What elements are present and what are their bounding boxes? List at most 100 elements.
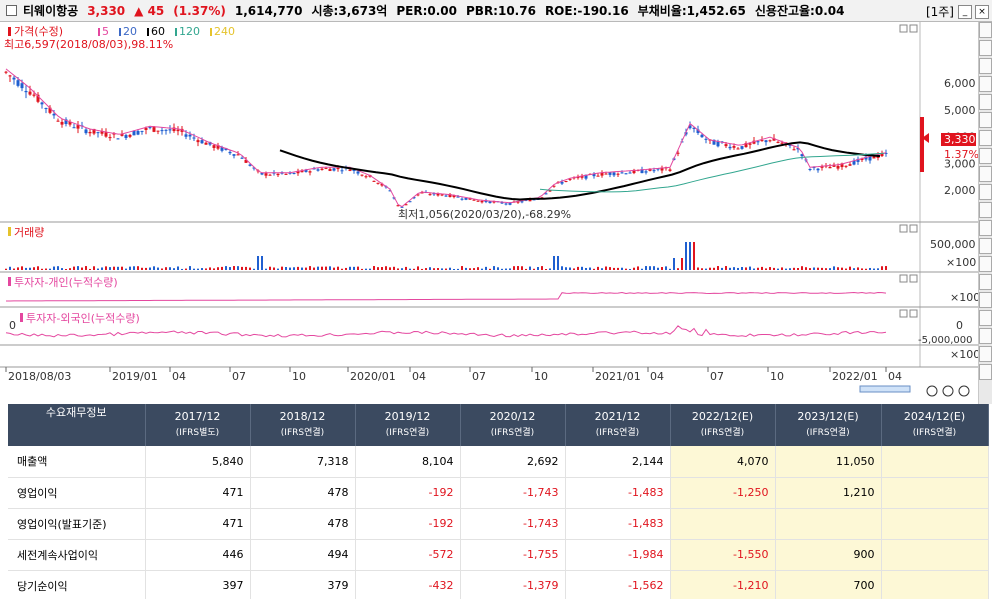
table-row[interactable]: 매출액 5,840 7,318 8,104 2,692 2,144 4,070 11,050 <box>8 446 989 478</box>
volume-bar <box>581 266 583 270</box>
volume-bar <box>785 268 787 270</box>
volume-bar <box>661 267 663 270</box>
panel-settings-icon[interactable] <box>899 24 908 33</box>
volume-settings-icon[interactable] <box>899 224 908 233</box>
period-selector[interactable]: [1주] <box>925 5 954 19</box>
candle-body <box>40 102 44 105</box>
zoom-slider[interactable] <box>859 385 911 393</box>
candle-body <box>292 172 296 174</box>
volume-close-icon[interactable] <box>909 224 918 233</box>
toolbar-btn-3[interactable] <box>979 58 992 74</box>
volume-bar <box>673 258 675 270</box>
individual-close-icon[interactable] <box>909 274 918 283</box>
volume-bar <box>605 266 607 270</box>
table-row[interactable]: 영업이익(발표기준) 471 478 -192 -1,743 -1,483 <box>8 508 989 540</box>
ma-legend: 5 20 60 120 240 <box>98 25 235 38</box>
individual-settings-icon[interactable] <box>899 274 908 283</box>
candle-body <box>232 154 236 156</box>
volume-bar <box>817 267 819 270</box>
select-checkbox[interactable] <box>6 5 17 16</box>
volume-bar <box>625 268 627 270</box>
toolbar-btn-14[interactable] <box>979 256 992 272</box>
table-row[interactable]: 영업이익 471 478 -192 -1,743 -1,483 -1,250 1,210 <box>8 477 989 509</box>
toolbar-btn-10[interactable] <box>979 184 992 200</box>
toolbar-btn-17[interactable] <box>979 310 992 326</box>
toolbar-btn-18[interactable] <box>979 328 992 344</box>
price-tick-label: 2,000 <box>944 184 976 197</box>
volume-bar <box>209 267 211 270</box>
table-cell: 471 <box>145 508 251 540</box>
table-row[interactable]: 당기순이익 397 379 -432 -1,379 -1,562 -1,210 700 <box>8 570 989 599</box>
toolbar-btn-11[interactable] <box>979 202 992 218</box>
candle-body <box>432 193 436 195</box>
column-header: 2017/12 (IFRS별도) <box>145 404 251 446</box>
candle-body <box>648 168 652 171</box>
toolbar-btn-16[interactable] <box>979 292 992 308</box>
foreign-settings-icon[interactable] <box>899 309 908 318</box>
x-axis-label: 04 <box>650 370 664 383</box>
x-axis-label: 10 <box>534 370 548 383</box>
zoom-in-icon[interactable] <box>942 385 954 397</box>
volume-bar <box>253 268 255 270</box>
chart-area[interactable]: 가격(수정) 5 20 60 120 240 최고6,597(2018/08/03),9… <box>0 22 992 404</box>
toolbar-btn-7[interactable] <box>979 130 992 146</box>
panel-close-icon[interactable] <box>909 24 918 33</box>
candle-body <box>412 197 416 199</box>
individual-marker <box>8 277 11 286</box>
toolbar-btn-2[interactable] <box>979 40 992 56</box>
candle-body <box>516 201 520 203</box>
volume-bar <box>721 267 723 270</box>
minimize-button[interactable]: _ <box>958 4 972 19</box>
volume-bar <box>717 266 719 270</box>
table-cell: 11,050 <box>775 446 882 478</box>
volume-bar <box>837 267 839 270</box>
toolbar-btn-5[interactable] <box>979 94 992 110</box>
stock-chart-svg[interactable]: 가격(수정) 5 20 60 120 240 최고6,597(2018/08/03),9… <box>0 22 980 404</box>
candle-body <box>140 130 144 132</box>
volume-bar <box>221 266 223 270</box>
volume-bar <box>341 268 343 270</box>
candle-body <box>564 180 568 182</box>
volume-bar <box>437 268 439 270</box>
candle-body <box>136 130 140 135</box>
candle-body <box>392 197 396 199</box>
row-label: 매출액 <box>8 446 146 478</box>
candle-body <box>340 170 344 172</box>
toolbar-btn-15[interactable] <box>979 274 992 290</box>
toolbar-btn-19[interactable] <box>979 346 992 362</box>
candle-body <box>560 181 564 184</box>
volume-bar <box>789 268 791 270</box>
x-axis-label: 2020/01 <box>350 370 396 383</box>
close-button[interactable]: × <box>975 4 989 19</box>
toolbar-btn-12[interactable] <box>979 220 992 236</box>
candle-body <box>840 163 844 168</box>
zoom-out-icon[interactable] <box>926 385 938 397</box>
zoom-reset-icon[interactable] <box>958 385 970 397</box>
stock-name[interactable]: 티웨이항공 <box>23 4 79 18</box>
candle-body <box>32 94 36 96</box>
pbr-value: PBR:10.76 <box>466 3 536 18</box>
volume-bar <box>873 268 875 270</box>
table-cell <box>881 539 989 571</box>
toolbar-btn-1[interactable] <box>979 22 992 38</box>
candle-body <box>480 200 484 203</box>
volume-bar <box>445 268 447 270</box>
toolbar-btn-6[interactable] <box>979 112 992 128</box>
toolbar-btn-20[interactable] <box>979 364 992 380</box>
volume-bar <box>853 268 855 270</box>
candle-body <box>116 138 120 140</box>
foreign-zero-label: 0 <box>9 319 16 332</box>
toolbar-btn-13[interactable] <box>979 238 992 254</box>
toolbar-btn-8[interactable] <box>979 148 992 164</box>
right-toolbar[interactable] <box>978 22 992 404</box>
foreign-close-icon[interactable] <box>909 309 918 318</box>
volume-bar <box>861 268 863 270</box>
candle-body <box>12 77 16 80</box>
volume-bar <box>69 268 71 270</box>
volume-bar <box>441 268 443 270</box>
candle-body <box>184 134 188 137</box>
toolbar-btn-4[interactable] <box>979 76 992 92</box>
table-row[interactable]: 세전계속사업이익 446 494 -572 -1,755 -1,984 -1,550 900 <box>8 539 989 571</box>
price-legend-title: 가격(수정) <box>14 25 63 38</box>
toolbar-btn-9[interactable] <box>979 166 992 182</box>
